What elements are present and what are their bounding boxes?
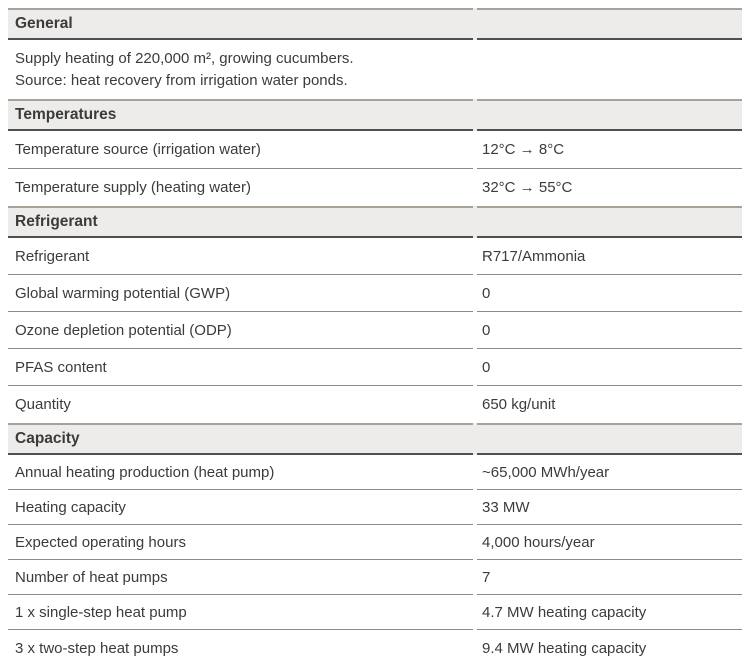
general-description-line-2: Source: heat recovery from irrigation wa…	[15, 71, 348, 89]
row-label: Heating capacity	[8, 490, 473, 525]
row-label: Expected operating hours	[8, 525, 473, 560]
row-value: ~65,000 MWh/year	[477, 455, 742, 490]
row-value: 650 kg/unit	[482, 396, 556, 413]
spec-table: General Supply heating of 220,000 m², gr…	[4, 8, 746, 667]
row-gwp: Global warming potential (GWP) 0	[8, 275, 742, 312]
row-temperature-source: Temperature source (irrigation water) 12…	[8, 131, 742, 169]
section-title-general: General	[8, 8, 473, 40]
row-label: 1 x single-step heat pump	[8, 595, 473, 630]
section-header-general-spacer	[477, 8, 742, 40]
section-title-refrigerant: Refrigerant	[8, 206, 473, 238]
section-header-capacity: Capacity	[8, 423, 742, 455]
row-pfas-content: PFAS content 0	[8, 349, 742, 386]
general-description-line-1: Supply heating of 220,000 m², growing cu…	[15, 49, 354, 67]
row-label: Temperature supply (heating water)	[15, 179, 251, 196]
row-value: 32°C → 55°C	[482, 179, 573, 196]
section-header-refrigerant: Refrigerant	[8, 206, 742, 238]
row-value: 0	[477, 349, 742, 386]
row-value: 33 MW	[477, 490, 742, 525]
row-expected-operating-hours: Expected operating hours 4,000 hours/yea…	[8, 525, 742, 560]
row-label: PFAS content	[8, 349, 473, 386]
section-header-capacity-spacer	[477, 423, 742, 455]
section-title-temperatures: Temperatures	[8, 99, 473, 131]
section-header-temperatures-spacer	[477, 99, 742, 131]
row-label: Number of heat pumps	[8, 560, 473, 595]
row-value: 4.7 MW heating capacity	[477, 595, 742, 630]
row-temperature-supply: Temperature supply (heating water) 32°C …	[8, 169, 742, 206]
section-header-refrigerant-spacer	[477, 206, 742, 238]
row-label: Global warming potential (GWP)	[8, 275, 473, 312]
row-value: R717/Ammonia	[477, 238, 742, 275]
row-label: Ozone depletion potential (ODP)	[8, 312, 473, 349]
row-label: Temperature source (irrigation water)	[8, 131, 473, 169]
section-header-temperatures: Temperatures	[8, 99, 742, 131]
row-value: 4,000 hours/year	[477, 525, 742, 560]
row-heating-capacity: Heating capacity 33 MW	[8, 490, 742, 525]
row-label: Refrigerant	[8, 238, 473, 275]
row-single-step-heat-pump: 1 x single-step heat pump 4.7 MW heating…	[8, 595, 742, 630]
row-value: 0	[477, 275, 742, 312]
row-two-step-heat-pumps: 3 x two-step heat pumps 9.4 MW heating c…	[8, 630, 742, 667]
row-label: 3 x two-step heat pumps	[15, 640, 179, 657]
row-value: 9.4 MW heating capacity	[482, 640, 647, 657]
row-annual-heating-production: Annual heating production (heat pump) ~6…	[8, 455, 742, 490]
section-title-capacity: Capacity	[8, 423, 473, 455]
general-description-row: Supply heating of 220,000 m², growing cu…	[8, 40, 742, 99]
row-quantity: Quantity 650 kg/unit	[8, 386, 742, 423]
row-label: Quantity	[15, 396, 71, 413]
row-value: 0	[477, 312, 742, 349]
row-number-of-heat-pumps: Number of heat pumps 7	[8, 560, 742, 595]
section-header-general: General	[8, 8, 742, 40]
row-value: 7	[477, 560, 742, 595]
row-odp: Ozone depletion potential (ODP) 0	[8, 312, 742, 349]
row-refrigerant: Refrigerant R717/Ammonia	[8, 238, 742, 275]
row-label: Annual heating production (heat pump)	[8, 455, 473, 490]
general-description-cell: Supply heating of 220,000 m², growing cu…	[8, 40, 742, 99]
row-value: 12°C → 8°C	[477, 131, 742, 169]
